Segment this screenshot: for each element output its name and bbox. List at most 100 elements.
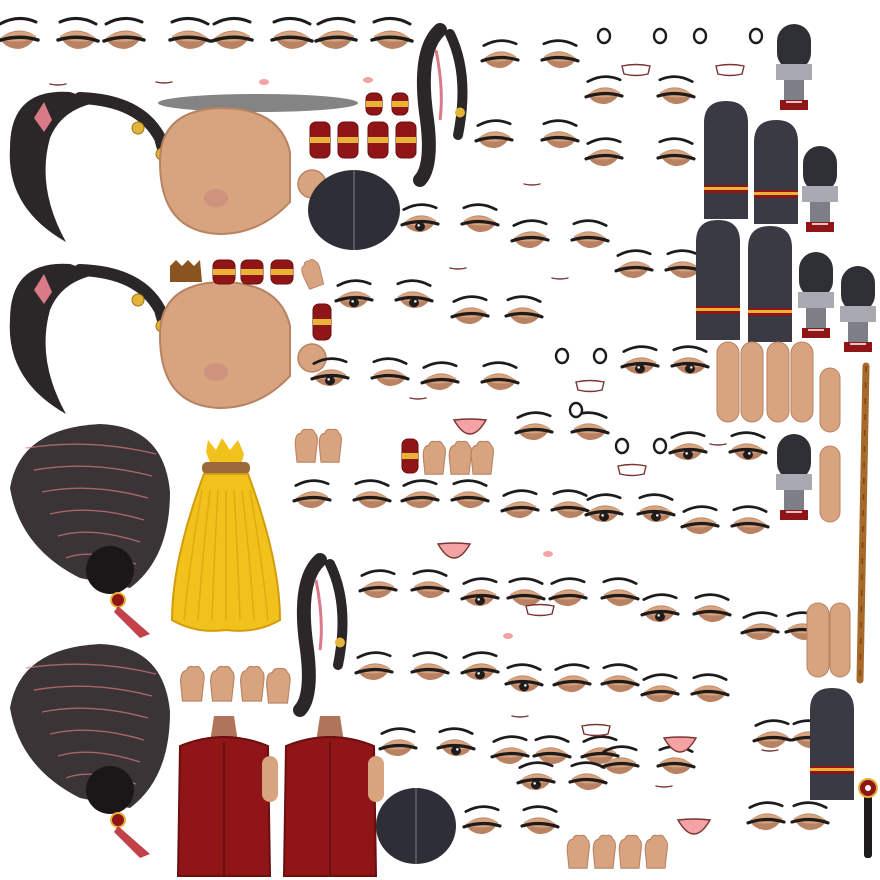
arm — [806, 602, 830, 678]
eye — [748, 27, 764, 45]
bracelet — [309, 121, 331, 159]
leg-sock — [840, 266, 876, 352]
eye — [516, 761, 556, 791]
pin — [858, 778, 878, 858]
eye — [358, 569, 398, 599]
hand — [294, 428, 318, 463]
eye — [400, 479, 440, 509]
mouth — [551, 277, 569, 280]
eye — [652, 27, 668, 45]
arm — [766, 341, 790, 423]
eye — [790, 801, 830, 831]
eye — [656, 75, 696, 105]
hair-bun-back — [308, 170, 400, 250]
eye — [500, 489, 540, 519]
mouth — [575, 379, 605, 393]
eye — [640, 673, 680, 703]
eye — [334, 279, 374, 309]
mouth — [155, 81, 173, 84]
hair-side-piece — [9, 263, 186, 414]
vest-top — [282, 716, 384, 877]
eye — [532, 735, 572, 765]
boot — [704, 101, 748, 219]
eye — [480, 39, 520, 69]
eye — [394, 279, 434, 309]
hand — [180, 665, 205, 702]
eye — [636, 493, 676, 523]
eye — [548, 577, 588, 607]
eye — [668, 431, 708, 461]
eye — [728, 431, 768, 461]
arm — [740, 341, 764, 423]
eye — [692, 593, 732, 623]
mouth — [49, 83, 67, 86]
mouth — [449, 267, 467, 270]
arm — [829, 602, 851, 678]
mouth — [503, 633, 513, 639]
eye — [620, 345, 660, 375]
hand — [470, 440, 494, 475]
arm — [819, 445, 841, 523]
hand — [566, 834, 590, 869]
mouth — [621, 63, 651, 77]
eye — [752, 719, 792, 749]
mouth — [523, 183, 541, 186]
eye — [450, 295, 490, 325]
eye — [568, 401, 584, 419]
eye — [0, 17, 40, 49]
eye — [410, 569, 450, 599]
brush-tail — [170, 438, 282, 632]
hand — [240, 665, 265, 702]
eye — [520, 805, 560, 835]
eye — [462, 805, 502, 835]
eye — [740, 611, 780, 641]
boot — [810, 688, 854, 800]
eye — [514, 411, 554, 441]
arm — [716, 341, 740, 423]
eye — [592, 347, 608, 365]
staff — [856, 362, 870, 684]
hand — [592, 834, 616, 869]
vest-top — [176, 716, 278, 877]
leg-sock — [776, 434, 812, 520]
eye — [570, 219, 610, 249]
mouth — [543, 551, 553, 557]
eye — [270, 17, 314, 49]
hand — [210, 665, 235, 702]
arm — [819, 367, 841, 433]
eye — [506, 577, 546, 607]
eye — [56, 17, 100, 49]
eye — [354, 651, 394, 681]
eye — [568, 761, 608, 791]
bracelet — [337, 121, 359, 159]
bracelet — [170, 260, 202, 282]
eye — [670, 345, 710, 375]
eye — [540, 119, 580, 149]
eye — [310, 357, 350, 387]
head-base — [158, 106, 327, 236]
eye — [600, 663, 640, 693]
eye — [600, 745, 640, 775]
head-base — [158, 280, 327, 410]
boot — [748, 226, 792, 342]
mouth — [581, 723, 611, 737]
bracelet — [391, 92, 409, 116]
eye — [352, 479, 392, 509]
eye — [210, 17, 254, 49]
bracelet — [365, 92, 383, 116]
arm — [790, 341, 814, 423]
leg-sock — [798, 252, 834, 338]
eye — [656, 137, 696, 167]
eye — [554, 347, 570, 365]
eye — [584, 137, 624, 167]
eye — [168, 17, 212, 49]
hair-braid — [413, 23, 468, 187]
hair-bun-back — [376, 788, 456, 864]
eye — [540, 39, 580, 69]
eye — [746, 801, 786, 831]
bracelet — [312, 303, 332, 341]
eye — [584, 75, 624, 105]
eye — [504, 663, 544, 693]
bracelet — [212, 259, 236, 285]
hair-bun-back — [10, 424, 170, 638]
